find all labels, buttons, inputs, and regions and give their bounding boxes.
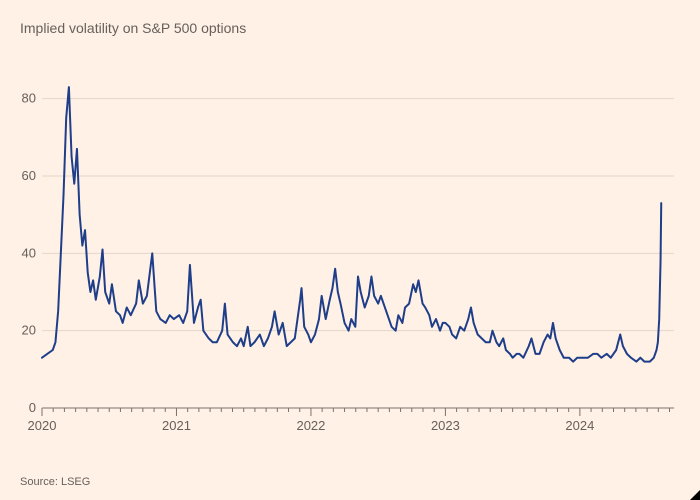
chart-subtitle: Implied volatility on S&P 500 options [20,20,246,36]
svg-text:2022: 2022 [296,418,325,433]
svg-text:2020: 2020 [28,418,57,433]
svg-text:2024: 2024 [565,418,594,433]
svg-text:2021: 2021 [162,418,191,433]
svg-text:60: 60 [22,168,36,183]
svg-text:40: 40 [22,245,36,260]
vix-line [42,87,661,362]
chart-container: Implied volatility on S&P 500 options 0 2… [0,0,700,500]
svg-text:0: 0 [29,400,36,415]
svg-text:20: 20 [22,323,36,338]
svg-text:80: 80 [22,91,36,106]
chart-plot: 0 20 40 60 80 2020 2021 2022 2023 2024 [20,50,680,440]
chart-source: Source: LSEG [20,476,90,488]
svg-text:2023: 2023 [431,418,460,433]
corner-flag-icon [690,490,700,500]
